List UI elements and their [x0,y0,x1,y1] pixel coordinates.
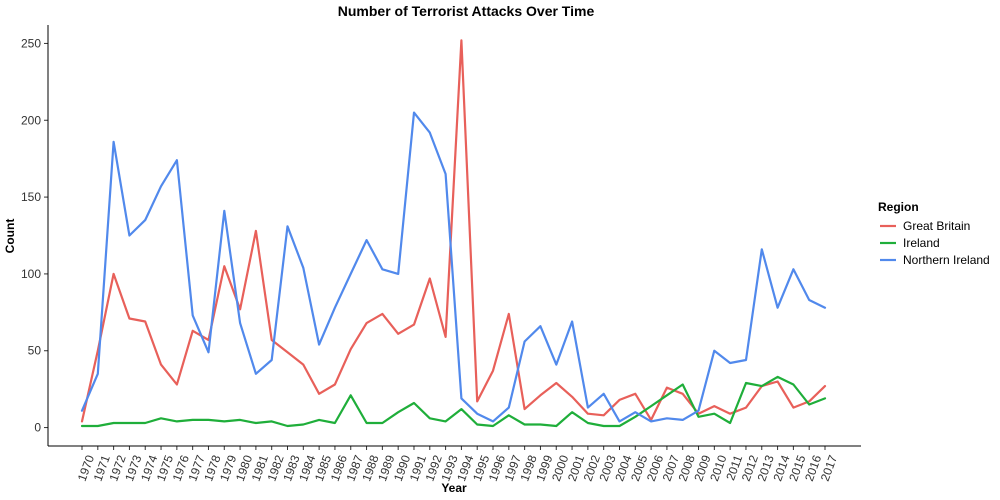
series-lines [80,39,827,428]
y-axis-ticks: 0 50 100 150 200 250 [21,36,48,435]
x-axis-title: Year [441,481,467,495]
plot-area: 0 50 100 150 200 250 197019711972197319741975… [21,25,861,483]
series-line-northern-ireland [80,111,827,423]
legend-label-northern-ireland: Northern Ireland [903,253,990,267]
y-tick-label: 0 [34,421,41,435]
legend-title: Region [878,200,919,214]
legend-items: Great Britain Ireland Northern Ireland [880,219,990,267]
x-axis-ticks: 1970197119721973197419751976197719781979… [75,446,840,483]
legend: Region Great Britain Ireland Northern Irel… [878,200,990,267]
legend-label-great-britain: Great Britain [903,219,970,233]
chart-title: Number of Terrorist Attacks Over Time [338,3,595,19]
y-tick-label: 250 [21,36,41,50]
legend-label-ireland: Ireland [903,236,940,250]
y-tick-label: 200 [21,113,41,127]
y-axis-title: Count [3,219,17,254]
y-tick-label: 100 [21,267,41,281]
series-line-ireland [80,375,827,428]
y-tick-label: 50 [28,344,42,358]
series-line-great-britain [80,39,827,423]
y-tick-label: 150 [21,190,41,204]
